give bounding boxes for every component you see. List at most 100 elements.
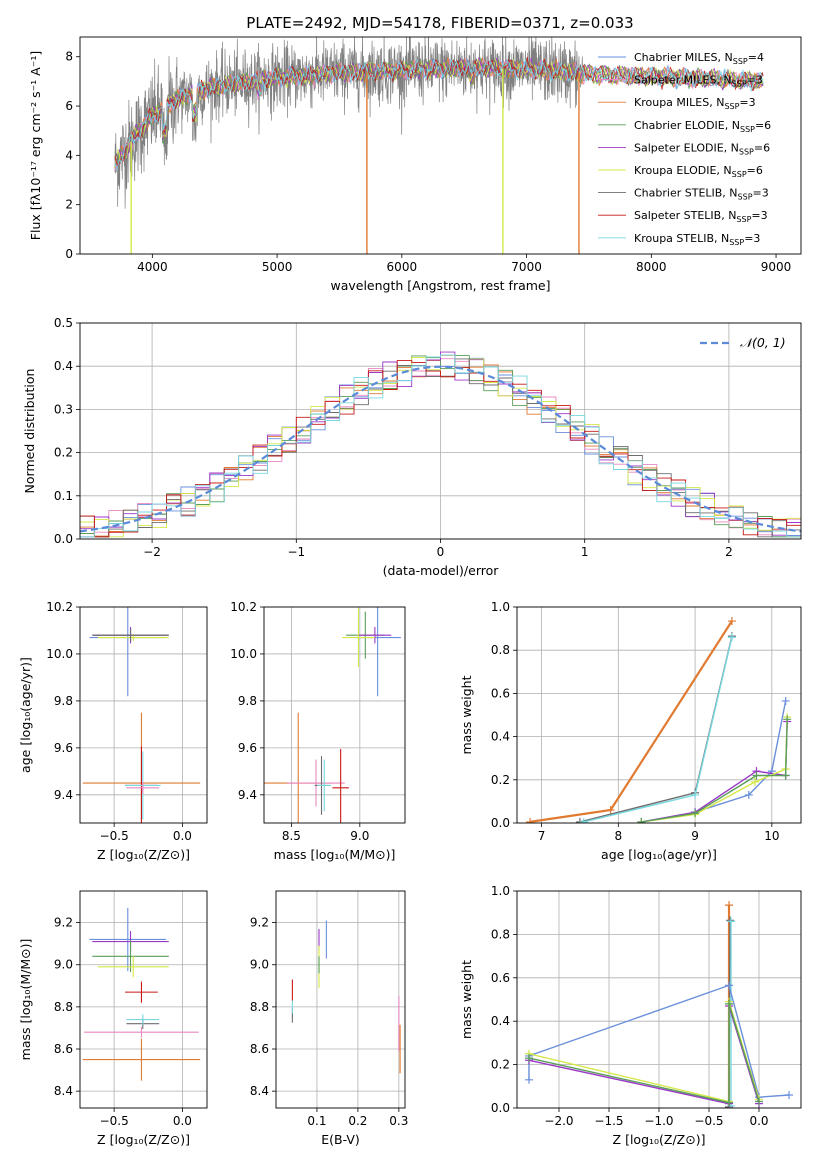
y-tick-label: 0.4 — [491, 1014, 510, 1028]
weight-series-marker — [579, 817, 588, 823]
x-tick-label: 5000 — [262, 260, 293, 274]
y-tick-label: 10.2 — [230, 600, 257, 614]
weight-series-marker — [726, 916, 734, 925]
axes-frame — [79, 890, 208, 1109]
spectrum-model-line — [114, 58, 764, 170]
y-tick-label: 0.4 — [54, 359, 73, 373]
y-tick-label: 9.0 — [54, 958, 73, 972]
weight-series-line — [529, 620, 733, 823]
legend-label-suffix: =3 — [739, 96, 755, 109]
legend-label-sub: SSP — [736, 215, 751, 224]
legend-label: Kroupa ELODIE, NSSP=6 — [634, 164, 763, 179]
y-tick-label: 0.1 — [54, 489, 73, 503]
legend-label: Chabrier STELIB, NSSP=3 — [634, 187, 769, 202]
y-tick-label: 9.4 — [54, 788, 73, 802]
weight-series-line — [579, 636, 733, 823]
legend-label-suffix: =3 — [747, 74, 763, 87]
x-axis-label: (data-model)/error — [383, 563, 500, 578]
legend-label-sub: SSP — [733, 57, 748, 66]
y-tick-label: 6 — [65, 99, 73, 113]
x-tick-label: 2 — [725, 545, 733, 559]
y-tick-label: 8.4 — [250, 1084, 269, 1098]
y-axis-label: mass [log₁₀(M/M⊙)] — [18, 939, 33, 1061]
weight-series-marker — [637, 817, 646, 823]
x-tick-label: −0.5 — [100, 829, 129, 843]
spectrum-model-line — [114, 56, 764, 168]
y-tick-label: 0.6 — [491, 686, 510, 700]
legend-label-suffix: =3 — [751, 209, 767, 222]
y-tick-label: 0.0 — [54, 532, 73, 546]
x-tick-label: 0.0 — [749, 1114, 768, 1128]
weight-series-marker — [750, 777, 759, 786]
legend-label: Kroupa STELIB, NSSP=3 — [634, 232, 760, 247]
weight-series-marker — [727, 917, 735, 926]
legend-label: Chabrier MILES, NSSP=4 — [634, 51, 764, 66]
x-tick-label: 8000 — [636, 260, 667, 274]
panel-mass_vs_Z: −0.5 0.0 8.4 8.6 8.8 9.0 9.2 Z [log₁₀(Z/Z⊙)] mas… — [18, 890, 208, 1147]
x-tick-label: 10 — [764, 829, 779, 843]
x-tick-label: 0.2 — [348, 1114, 367, 1128]
y-tick-label: 0.2 — [491, 1058, 510, 1072]
y-tick-label: 10.2 — [46, 600, 73, 614]
x-tick-label: 9000 — [761, 260, 792, 274]
legend-label-suffix: =6 — [747, 164, 763, 177]
y-tick-label: 4 — [65, 148, 73, 162]
axes-frame — [79, 36, 802, 255]
legend-label-suffix: =6 — [754, 141, 770, 154]
legend-label-suffix: =3 — [744, 232, 760, 245]
x-tick-label: 0.0 — [173, 829, 192, 843]
histogram-series — [80, 360, 801, 538]
legend-label-sub: SSP — [724, 102, 739, 111]
y-tick-label: 0.0 — [491, 816, 510, 830]
x-tick-label: −1.5 — [594, 1114, 623, 1128]
weight-series-marker — [606, 806, 615, 815]
plot-area — [525, 901, 793, 1108]
legend-label-suffix: =6 — [755, 119, 771, 132]
weight-series-marker — [526, 817, 535, 823]
y-tick-label: 9.6 — [54, 741, 73, 755]
y-axis-label: Normed distribution — [22, 369, 37, 494]
y-tick-label: 10.0 — [46, 647, 73, 661]
x-tick-label: 0 — [437, 545, 445, 559]
plot-area — [114, 37, 764, 254]
y-axis-label: mass weight — [459, 960, 474, 1039]
y-tick-label: 0.6 — [491, 971, 510, 985]
x-tick-label: 4000 — [137, 260, 168, 274]
weight-series-line — [583, 637, 733, 823]
weight-series-marker — [785, 1090, 793, 1099]
weight-series-marker — [783, 715, 792, 724]
weight-series-line — [528, 1005, 760, 1105]
panel-residuals: −2 −1 0 1 2 0.0 0.1 0.2 0.3 0.4 0.5 (data-model)/er… — [22, 316, 802, 578]
axes-frame — [275, 890, 406, 1109]
panel-age_vs_mass: 8.5 9.0 9.4 9.6 9.8 10.0 10.2 mass [log₁₀(M/M⊙)… — [230, 600, 406, 862]
weight-series-marker — [781, 696, 790, 705]
x-tick-label: 9 — [691, 829, 699, 843]
x-tick-label: 0.3 — [389, 1114, 408, 1128]
x-tick-label: 0.0 — [173, 1114, 192, 1128]
weight-series-marker — [727, 633, 736, 642]
x-axis-label: Z [log₁₀(Z/Z⊙)] — [97, 847, 190, 862]
plot-area — [82, 607, 201, 823]
plot-area — [80, 351, 801, 538]
y-tick-label: 1.0 — [491, 884, 510, 898]
x-tick-label: −0.5 — [100, 1114, 129, 1128]
weight-series-marker — [781, 771, 790, 780]
y-tick-label: 9.2 — [54, 916, 73, 930]
panel-weight_vs_Z: −2.0 −1.5 −1.0 −0.5 0.0 0.0 0.2 0.4 0.6 0.8 1.0 Z [… — [459, 884, 802, 1147]
y-tick-label: 0.2 — [54, 446, 73, 460]
legend-label-suffix: =4 — [748, 51, 764, 64]
spectrum-legend: Chabrier MILES, NSSP=4 Salpeter MILES, NS… — [598, 51, 771, 247]
plot-area — [291, 920, 401, 1074]
y-tick-label: 8 — [65, 50, 73, 64]
weight-series-marker — [725, 1098, 733, 1107]
weight-series-marker — [525, 1054, 533, 1063]
weight-series-line — [694, 700, 787, 813]
histogram-series — [80, 354, 801, 538]
x-tick-label: −2 — [143, 545, 161, 559]
legend-label: Salpeter STELIB, NSSP=3 — [634, 209, 768, 224]
x-axis-label: Z [log₁₀(Z/Z⊙)] — [613, 1132, 706, 1147]
x-tick-label: 9.0 — [350, 829, 369, 843]
legend-label-sub: SSP — [738, 193, 753, 202]
plot-area — [82, 907, 201, 1081]
